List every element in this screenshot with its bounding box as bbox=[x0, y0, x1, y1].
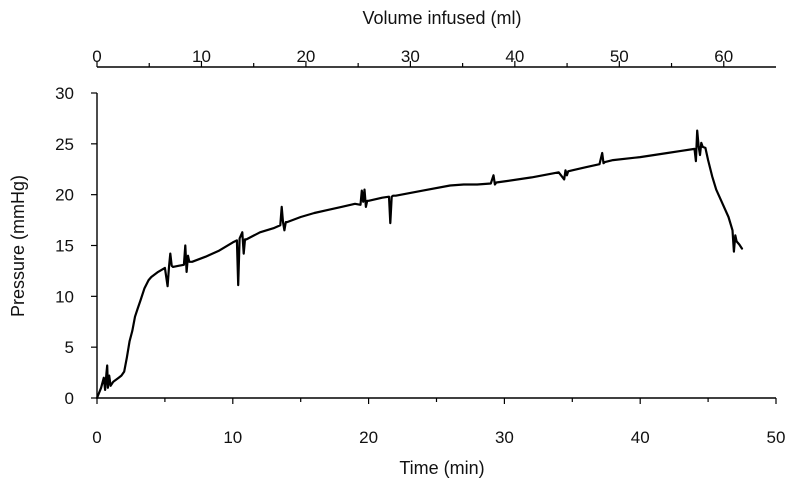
y-tick-label-3: 15 bbox=[55, 237, 74, 256]
x2-tick-label-0: 0 bbox=[92, 47, 101, 66]
x2-axis-ticks: 0 10 20 30 40 50 60 bbox=[92, 47, 733, 67]
y-tick-label-1: 5 bbox=[65, 338, 74, 357]
x-tick-label-3: 30 bbox=[495, 428, 514, 447]
x-axis-title: Time (min) bbox=[399, 458, 484, 478]
x2-tick-label-6: 60 bbox=[714, 47, 733, 66]
x-tick-label-5: 50 bbox=[767, 428, 786, 447]
x-axis-ticks: 0 10 20 30 40 50 bbox=[92, 398, 785, 447]
y-axis-title: Pressure (mmHg) bbox=[8, 175, 28, 317]
x2-tick-label-5: 50 bbox=[610, 47, 629, 66]
x-tick-label-1: 10 bbox=[223, 428, 242, 447]
y-tick-label-2: 10 bbox=[55, 287, 74, 306]
x-tick-label-4: 40 bbox=[631, 428, 650, 447]
y-tick-label-5: 25 bbox=[55, 135, 74, 154]
y-tick-label-4: 20 bbox=[55, 186, 74, 205]
x-tick-label-2: 20 bbox=[359, 428, 378, 447]
y-axis-ticks: 0 5 10 15 20 25 30 bbox=[55, 84, 97, 408]
y-tick-label-0: 0 bbox=[65, 389, 74, 408]
y-tick-label-6: 30 bbox=[55, 84, 74, 103]
x2-tick-label-1: 10 bbox=[192, 47, 211, 66]
x-tick-label-0: 0 bbox=[92, 428, 101, 447]
series-group bbox=[95, 129, 744, 400]
x2-tick-label-4: 40 bbox=[505, 47, 524, 66]
x2-tick-label-3: 30 bbox=[401, 47, 420, 66]
x2-axis-title: Volume infused (ml) bbox=[362, 8, 521, 28]
x2-tick-label-2: 20 bbox=[296, 47, 315, 66]
series-line-0 bbox=[95, 129, 744, 400]
